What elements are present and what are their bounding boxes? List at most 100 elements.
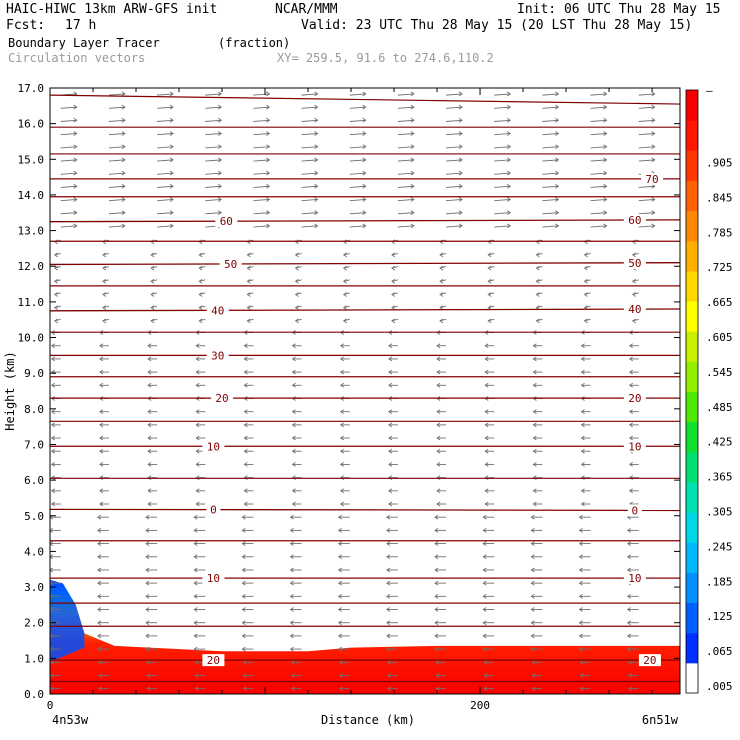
wind-vector <box>388 356 398 362</box>
contour-label: 0 <box>632 504 639 517</box>
wind-vector <box>205 210 223 216</box>
wind-vector <box>386 633 398 639</box>
wind-vector <box>494 144 512 150</box>
contour-label: 20 <box>207 654 220 667</box>
wind-vector <box>487 252 495 258</box>
wind-vector <box>484 475 495 480</box>
wind-vector <box>638 223 656 229</box>
forecast-label: Fcst: <box>6 18 46 33</box>
wind-vector <box>482 541 495 546</box>
boundary-layer-tracer-area <box>50 579 680 694</box>
wind-vector <box>102 278 110 284</box>
valid-time: Valid: 23 UTC Thu 28 May 15 (20 LST Thu … <box>301 18 693 33</box>
wind-vector <box>434 514 447 520</box>
wind-vector <box>145 633 158 639</box>
wind-vector <box>386 541 398 546</box>
wind-vector <box>147 343 158 349</box>
contour-label: 40 <box>211 304 224 317</box>
wind-vector <box>434 607 447 612</box>
wind-vector <box>386 554 398 560</box>
wind-vector <box>291 422 302 428</box>
wind-vector <box>289 541 302 546</box>
wind-vector <box>289 514 302 520</box>
wind-vector <box>638 91 656 97</box>
y-tick-label: 13.0 <box>18 225 45 238</box>
wind-vector <box>147 382 158 388</box>
wind-vector <box>578 646 591 652</box>
wind-vector <box>291 462 302 467</box>
contour-label-bg <box>623 214 646 227</box>
wind-vector <box>205 91 223 97</box>
wind-vector <box>195 382 206 388</box>
wind-vector <box>446 210 463 216</box>
wind-vector <box>60 144 78 150</box>
wind-vector <box>53 318 61 324</box>
wind-vector <box>60 131 78 136</box>
wind-vector <box>301 210 319 216</box>
cross-section-endpoints: XY= 259.5, 91.6 to 274.6,110.2 <box>277 51 494 65</box>
wind-vector <box>253 210 271 216</box>
contour-label-bg <box>202 440 225 453</box>
wind-vector <box>578 633 591 639</box>
wind-vector <box>349 104 367 110</box>
wind-vector <box>290 686 302 692</box>
wind-vector <box>434 593 447 599</box>
wind-vector <box>301 157 319 163</box>
wind-vector <box>484 448 495 454</box>
color-bar-label: .785 <box>706 226 733 239</box>
wind-vector <box>253 144 271 150</box>
wind-vector <box>579 673 591 678</box>
y-tick-label: 8.0 <box>24 403 44 416</box>
wind-vector <box>102 265 110 271</box>
wind-vector <box>246 305 254 311</box>
wind-vector <box>349 210 367 216</box>
wind-vector <box>157 104 174 110</box>
wind-vector <box>253 117 271 123</box>
wind-vector <box>638 131 656 136</box>
wind-vector <box>193 633 206 639</box>
wind-vector <box>301 170 319 176</box>
wind-vector <box>494 117 512 123</box>
y-tick-label: 10.0 <box>18 332 45 345</box>
wind-vector <box>195 435 206 441</box>
contour-label: 10 <box>207 440 220 453</box>
wind-vector <box>590 117 608 123</box>
x-axis: 0 200 <box>47 88 653 712</box>
contour-label-bg <box>623 572 646 585</box>
wind-vector <box>626 646 639 652</box>
wind-vector <box>530 567 543 573</box>
wind-vector <box>349 157 367 163</box>
wind-vector <box>638 104 656 110</box>
circulation-vectors <box>50 91 656 692</box>
wind-vector <box>243 501 254 507</box>
wind-vector <box>205 197 223 202</box>
wind-vector <box>301 104 319 110</box>
contour-label: 20 <box>643 654 656 667</box>
wind-vector <box>289 528 302 533</box>
y-axis: 0.0 1.0 2.0 3.0 4.0 5.0 6.0 7.0 8.0 9.0 10.0 11.0 12… <box>18 82 680 701</box>
wind-vector <box>50 343 61 349</box>
wind-vector <box>50 448 61 454</box>
wind-vector <box>484 462 495 467</box>
y-tick-label: 0.0 <box>24 688 44 701</box>
wind-vector <box>583 292 591 297</box>
wind-vector <box>205 183 223 189</box>
wind-vector <box>243 356 254 362</box>
wind-vector <box>626 554 639 560</box>
wind-vector <box>241 620 254 626</box>
wind-vector <box>243 343 254 349</box>
color-bar-segment <box>686 180 698 212</box>
wind-vector <box>97 607 109 612</box>
wind-vector <box>580 343 591 349</box>
wind-vector <box>339 422 350 428</box>
wind-vector <box>436 501 447 507</box>
wind-vector <box>193 554 206 560</box>
wind-vector <box>386 528 398 533</box>
wind-vector <box>60 210 78 216</box>
wind-vector <box>628 488 639 494</box>
wind-vector <box>253 197 271 202</box>
wind-vector <box>145 567 158 573</box>
wind-vector <box>102 292 110 297</box>
wind-vector <box>397 131 415 136</box>
